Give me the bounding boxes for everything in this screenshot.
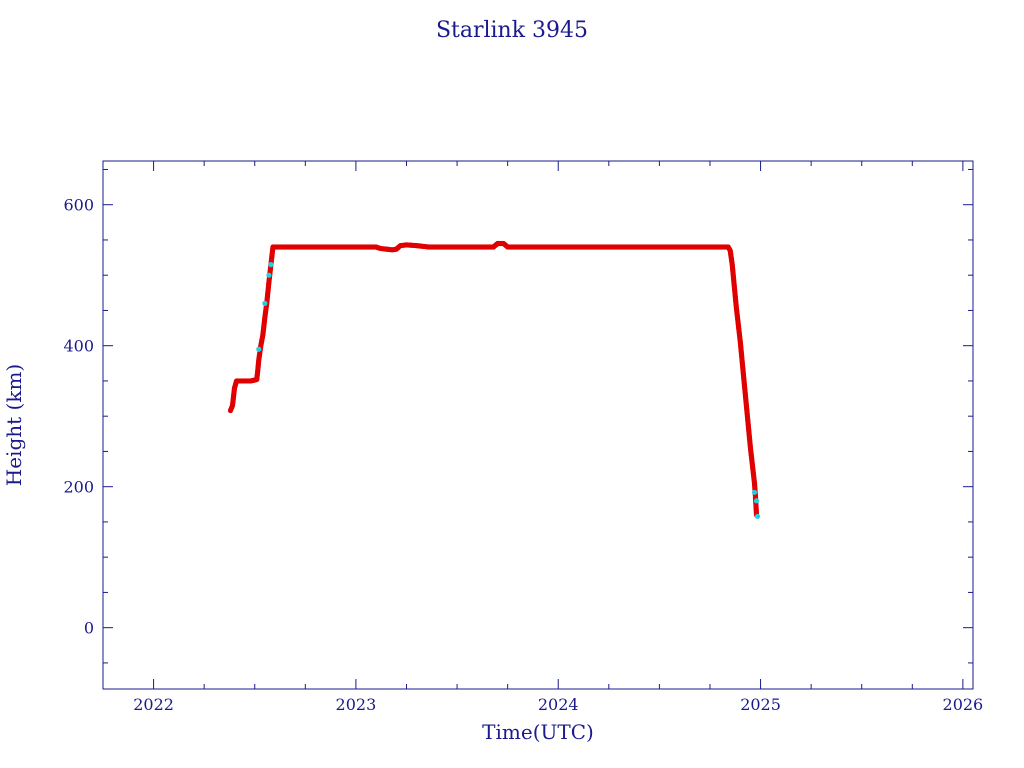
data-point-alt [268, 262, 274, 268]
x-tick-label: 2024 [538, 695, 579, 714]
y-tick-label: 200 [63, 478, 94, 497]
data-point-alt [751, 489, 758, 495]
y-tick-label: 0 [84, 619, 94, 638]
y-tick-label: 600 [63, 196, 94, 215]
data-point-alt [754, 513, 761, 519]
data-points [227, 240, 761, 519]
y-tick-label: 400 [63, 337, 94, 356]
x-axis: 2022 2023 2024 2025 2026 [102, 161, 984, 714]
plot-frame [102, 160, 974, 690]
y-axis-label: Height (km) [2, 364, 26, 486]
data-point-alt [753, 498, 760, 504]
data-point-alt [262, 300, 268, 306]
x-tick-label: 2023 [336, 695, 377, 714]
chart-title: Starlink 3945 [436, 18, 588, 43]
x-tick-label: 2025 [740, 695, 781, 714]
x-tick-label: 2026 [943, 695, 984, 714]
y-axis: 0 200 400 600 [63, 168, 973, 664]
data-point-alt [266, 272, 272, 278]
data-point-alt [256, 346, 262, 352]
x-tick-label: 2022 [133, 695, 174, 714]
x-axis-label: Time(UTC) [482, 720, 594, 744]
